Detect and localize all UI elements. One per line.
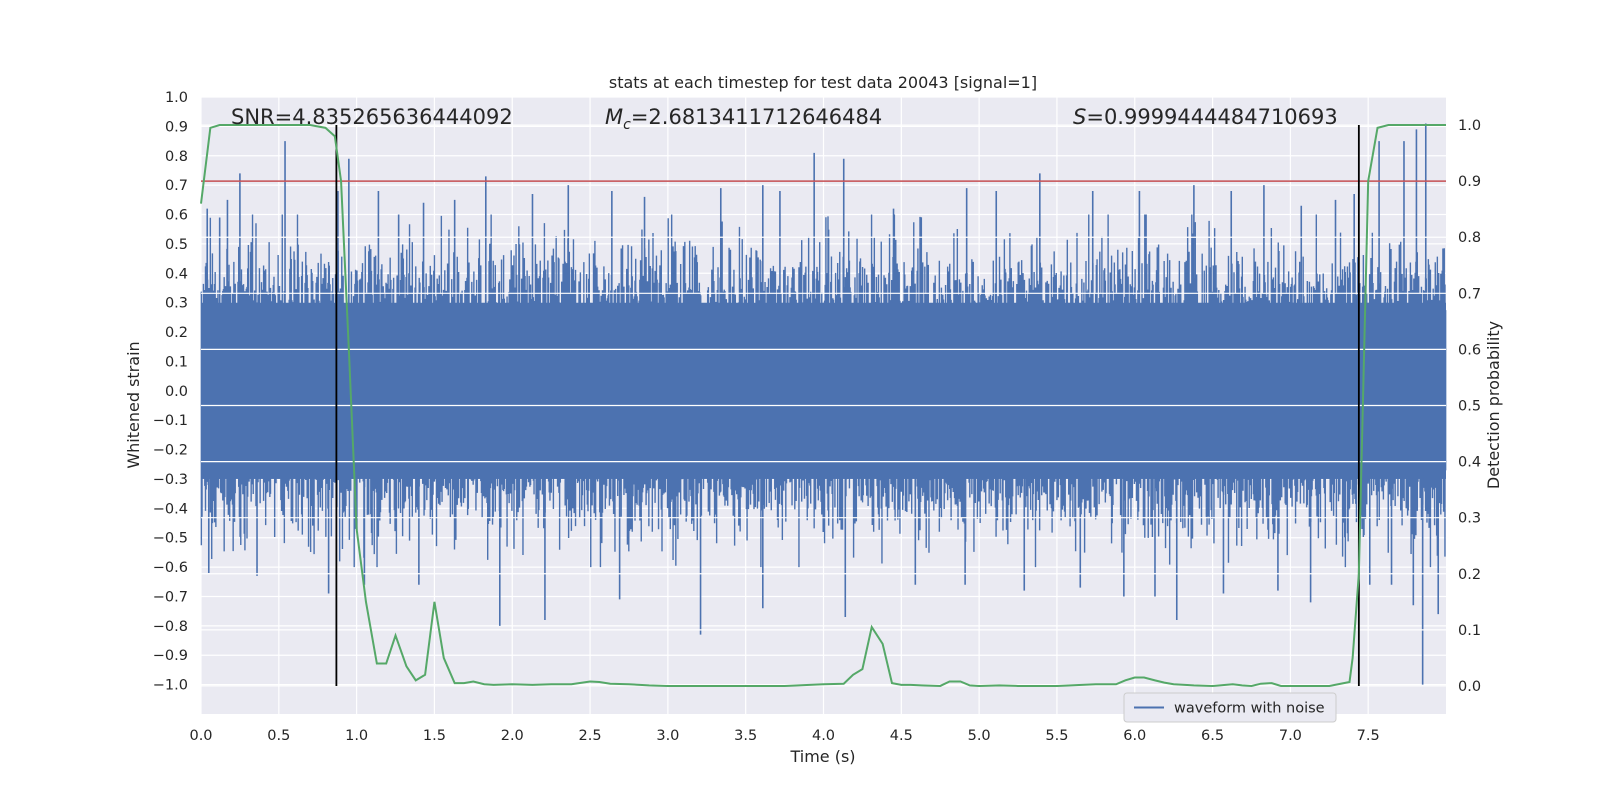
y-tick-label: −0.7 xyxy=(153,589,188,605)
waveform-core xyxy=(201,302,1446,479)
y2-tick-label: 1.0 xyxy=(1458,118,1481,134)
y2-tick-label: 0.0 xyxy=(1458,679,1481,695)
y-tick-label: 0.1 xyxy=(165,354,188,370)
y2-tick-label: 0.6 xyxy=(1458,342,1481,358)
y2-tick-label: 0.2 xyxy=(1458,567,1481,583)
s-value: =0.9999444484710693 xyxy=(1086,105,1337,129)
x-tick-label: 7.5 xyxy=(1357,728,1380,744)
y-tick-labels: 1.0 0.9 0.8 0.7 0.6 0.5 0.4 0.3 0.2 0.1 0.0 −0.1 −0.… xyxy=(153,90,188,694)
chart-title: stats at each timestep for test data 200… xyxy=(609,73,1037,92)
y-tick-label: −0.1 xyxy=(153,413,188,429)
x-axis-label: Time (s) xyxy=(789,747,855,766)
y-tick-label: −0.9 xyxy=(153,648,188,664)
snr-annotation: SNR=4.835265636444092 xyxy=(231,105,513,129)
x-tick-label: 3.5 xyxy=(734,728,757,744)
y-tick-label: −0.3 xyxy=(153,472,188,488)
x-tick-label: 1.5 xyxy=(423,728,446,744)
y-tick-label: 0.9 xyxy=(165,119,188,135)
y-tick-label: 0.7 xyxy=(165,178,188,194)
chirp-mass-value: =2.6813411712646484 xyxy=(631,105,882,129)
y-tick-label: −0.6 xyxy=(153,560,188,576)
y-axis-label: Whitened strain xyxy=(124,341,143,468)
y-tick-label: 0.4 xyxy=(165,266,188,282)
x-tick-labels: 0.0 0.5 1.0 1.5 2.0 2.5 3.0 3.5 4.0 4.5 5.0 5.5 6.0 6… xyxy=(189,728,1379,744)
x-tick-label: 6.5 xyxy=(1201,728,1224,744)
y2-tick-label: 0.8 xyxy=(1458,230,1481,246)
y2-tick-labels: 1.0 0.9 0.8 0.7 0.6 0.5 0.4 0.3 0.2 0.1 0.0 xyxy=(1458,118,1481,695)
y-tick-label: 0.6 xyxy=(165,208,188,224)
signal-boundaries xyxy=(335,125,1360,686)
y-tick-label: −1.0 xyxy=(153,678,188,694)
y2-tick-label: 0.5 xyxy=(1458,399,1481,415)
x-tick-label: 4.0 xyxy=(812,728,835,744)
legend: waveform with noise xyxy=(1123,692,1337,723)
x-tick-label: 0.5 xyxy=(267,728,290,744)
y2-tick-label: 0.7 xyxy=(1458,286,1481,302)
x-tick-label: 2.5 xyxy=(579,728,602,744)
chirp-mass-symbol: M xyxy=(605,105,623,129)
chirp-mass-subscript: c xyxy=(623,117,631,133)
y-tick-label: 0.8 xyxy=(165,149,188,165)
legend-box xyxy=(1123,692,1337,723)
x-tick-label: 7.0 xyxy=(1279,728,1302,744)
y-tick-label: −0.4 xyxy=(153,501,188,517)
y2-tick-label: 0.4 xyxy=(1458,455,1481,471)
x-tick-label: 0.0 xyxy=(189,728,212,744)
y2-tick-label: 0.3 xyxy=(1458,511,1481,527)
x-tick-label: 1.0 xyxy=(345,728,368,744)
x-tick-label: 6.0 xyxy=(1123,728,1146,744)
x-tick-label: 3.0 xyxy=(656,728,679,744)
x-tick-label: 5.5 xyxy=(1045,728,1068,744)
y-tick-label: 0.2 xyxy=(165,325,188,341)
y2-axis-label: Detection probability xyxy=(1484,321,1503,489)
x-tick-label: 5.0 xyxy=(968,728,991,744)
y-tick-label: 0.5 xyxy=(165,237,188,253)
waveform-series xyxy=(200,123,1447,685)
x-tick-label: 4.5 xyxy=(890,728,913,744)
y2-tick-label: 0.1 xyxy=(1458,623,1481,639)
legend-label: waveform with noise xyxy=(1174,701,1325,717)
s-symbol: S xyxy=(1073,105,1086,129)
chirp-mass-annotation: Mc=2.6813411712646484 xyxy=(605,105,882,133)
y-tick-label: 0.0 xyxy=(165,384,188,400)
y-tick-label: −0.2 xyxy=(153,443,188,459)
y-tick-label: 1.0 xyxy=(165,90,188,106)
y2-tick-label: 0.9 xyxy=(1458,174,1481,190)
y-tick-label: −0.5 xyxy=(153,531,188,547)
y-tick-label: 0.3 xyxy=(165,296,188,312)
y-tick-label: −0.8 xyxy=(153,619,188,635)
detection-probability-line xyxy=(200,124,1446,687)
x-tick-label: 2.0 xyxy=(501,728,524,744)
s-annotation: S=0.9999444484710693 xyxy=(1073,105,1338,129)
